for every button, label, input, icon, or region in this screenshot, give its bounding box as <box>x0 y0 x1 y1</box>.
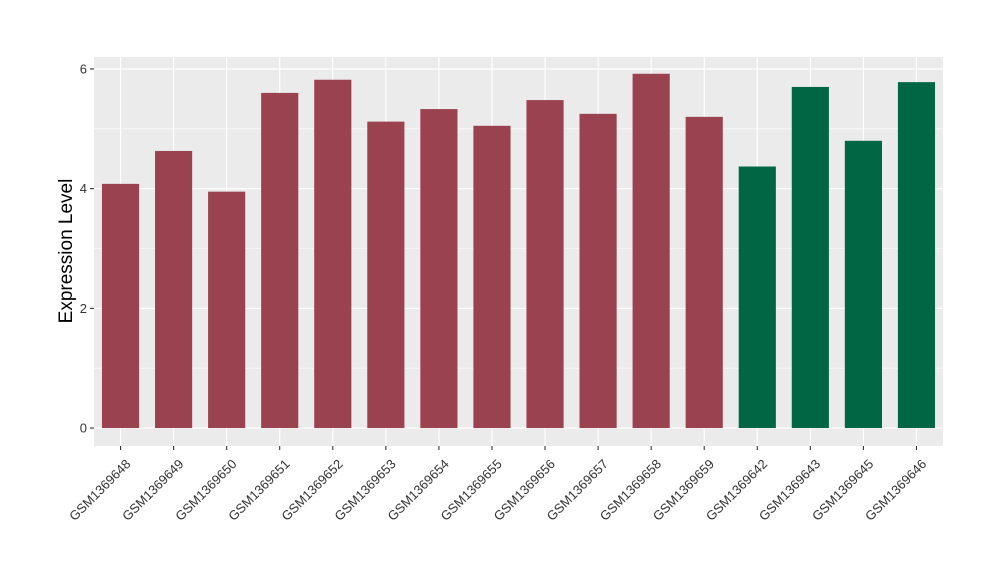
bar-GSM1369649 <box>155 150 193 429</box>
bars <box>101 73 936 429</box>
y-tick-label: 2 <box>80 301 87 316</box>
bar-GSM1369645 <box>844 140 882 429</box>
x-axis: GSM1369648GSM1369649GSM1369650GSM1369651… <box>66 446 929 524</box>
y-tick-label: 0 <box>80 421 87 436</box>
y-tick-label: 6 <box>80 61 87 76</box>
bar-GSM1369650 <box>208 191 246 429</box>
bar-GSM1369643 <box>791 86 829 429</box>
bar-GSM1369654 <box>420 109 458 429</box>
bar-GSM1369655 <box>473 125 511 429</box>
bar-GSM1369653 <box>367 121 405 429</box>
y-tick-label: 4 <box>80 181 87 196</box>
bar-GSM1369648 <box>101 183 140 429</box>
bar-GSM1369659 <box>685 116 723 429</box>
y-axis-title: Expression Level <box>56 179 77 324</box>
bar-GSM1369657 <box>579 113 617 429</box>
bar-GSM1369658 <box>632 73 670 429</box>
y-axis: 0 2 4 6 <box>80 61 94 436</box>
bar-GSM1369642 <box>738 166 776 429</box>
bar-GSM1369646 <box>897 82 936 429</box>
bar-GSM1369651 <box>261 92 299 429</box>
bar-GSM1369652 <box>314 79 352 429</box>
bar-GSM1369656 <box>526 100 564 429</box>
